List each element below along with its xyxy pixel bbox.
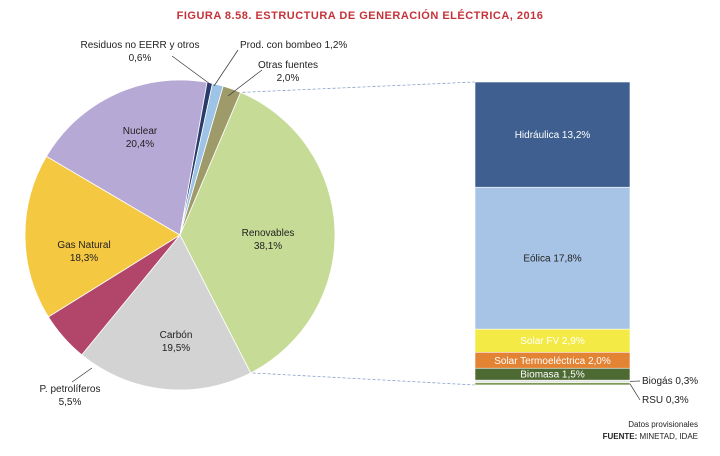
source-note: Datos provisionales (628, 420, 698, 429)
value-residuos-no-eerr-y-otros: 0,6% (129, 53, 152, 64)
pie-slice-renovables (179, 91, 336, 374)
bar-label-hidraulica: Hidráulica 13,2% (515, 130, 591, 141)
label-p-petroliferos: P. petrolíferos (40, 384, 101, 395)
label-otras-fuentes: Otras fuentes (258, 60, 318, 71)
pie-slice-gas-natural (24, 155, 181, 318)
bar-label-eolica: Eólica 17,8% (523, 254, 581, 265)
bar-segment-eolica (474, 186, 631, 330)
source-label: FUENTE: (602, 432, 638, 441)
leader-line-rsu (629, 383, 641, 401)
bar-label-biomasa: Biomasa 1,5% (520, 370, 585, 381)
source-value: MINETAD, IDAE (639, 432, 698, 441)
label-prod-con-bombeo: Prod. con bombeo 1,2% (240, 40, 347, 51)
bar-label-rsu: RSU 0,3% (642, 395, 689, 406)
pie-slice-carbon (81, 234, 252, 391)
value-gas-natural: 18,3% (70, 253, 98, 264)
bar-label-solar-fv: Solar FV 2,9% (520, 336, 585, 347)
leader-line-p-petroliferos (71, 367, 93, 383)
value-p-petroliferos: 5,5% (59, 397, 82, 408)
value-nuclear: 20,4% (126, 139, 154, 150)
label-gas-natural: Gas Natural (57, 240, 110, 251)
label-residuos-no-eerr-y-otros: Residuos no EERR y otros (81, 40, 200, 51)
chart-title: FIGURA 8.58. ESTRUCTURA DE GENERACIÓN EL… (176, 10, 544, 22)
bar-label-biogas: Biogás 0,3% (642, 376, 698, 387)
label-renovables: Renovables (242, 228, 295, 239)
pie-slice-nuclear (45, 79, 208, 236)
bar-segment-rsu (474, 382, 631, 386)
connector-lines (242, 81, 476, 386)
stacked-bar-chart (474, 81, 631, 386)
leader-line-residuos-no-eerr-y-otros (171, 55, 211, 85)
chart-labels: Renovables 38,1% Carbón 19,5% P. petrolífero… (40, 40, 699, 408)
bar-segment-hidraulica (474, 81, 631, 188)
source-line: FUENTE: MINETAD, IDAE (603, 432, 698, 441)
connector-top (242, 81, 476, 93)
value-otras-fuentes: 2,0% (277, 73, 300, 84)
pie-slice-otras-fuentes (179, 85, 242, 236)
value-carbon: 19,5% (162, 343, 190, 354)
label-carbon: Carbón (160, 330, 193, 341)
label-nuclear: Nuclear (123, 126, 158, 137)
leader-line-prod-con-bombeo (213, 49, 239, 87)
value-renovables: 38,1% (254, 241, 282, 252)
pie-chart (24, 79, 336, 391)
connector-bottom (252, 372, 476, 386)
bar-label-solar-termoelectrica: Solar Termoeléctrica 2,0% (494, 356, 611, 367)
leader-line-otras-fuentes (227, 69, 263, 97)
